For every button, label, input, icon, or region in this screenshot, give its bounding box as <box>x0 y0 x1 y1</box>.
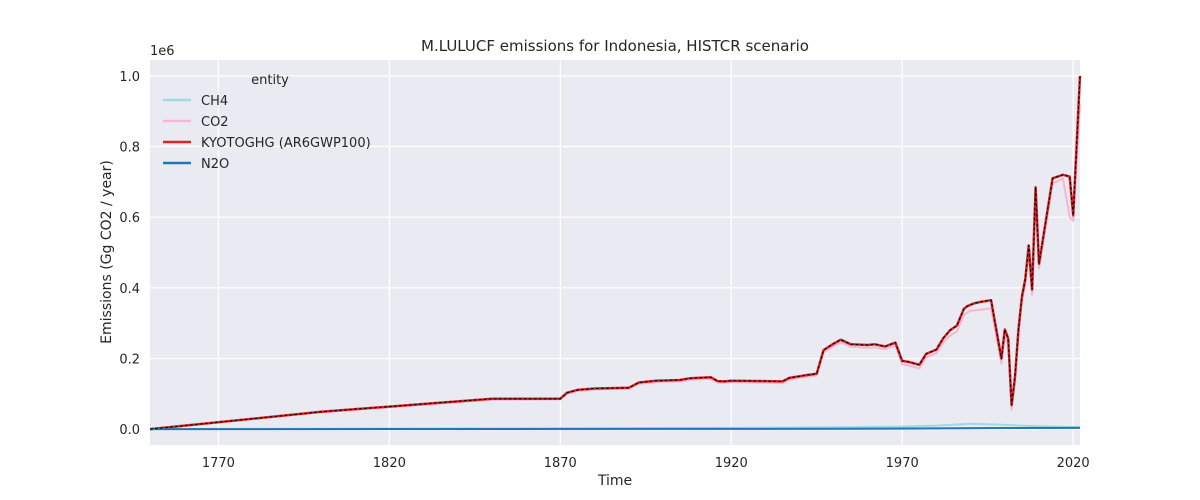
legend-label: N2O <box>201 157 229 172</box>
legend-title: entity <box>251 73 289 88</box>
legend-label: KYOTOGHG (AR6GWP100) <box>201 136 371 151</box>
plot-background <box>150 60 1080 445</box>
chart-title: M.LULUCF emissions for Indonesia, HISTCR… <box>421 37 809 55</box>
x-axis-label: Time <box>597 473 632 489</box>
y-tick-label: 0.2 <box>119 352 140 367</box>
x-tick-label: 1770 <box>202 456 235 471</box>
x-tick-label: 2020 <box>1057 456 1090 471</box>
y-tick-label: 0.0 <box>119 423 140 438</box>
y-axis-offset-text: 1e6 <box>150 44 175 59</box>
x-axis-ticks: 1770 1820 1870 1920 1970 2020 <box>202 456 1090 471</box>
y-tick-label: 0.6 <box>119 211 140 226</box>
legend: entity CH4 CO2 KYOTOGHG (AR6GWP100) N2O <box>163 73 371 172</box>
y-tick-label: 0.4 <box>119 282 140 297</box>
x-tick-label: 1970 <box>886 456 919 471</box>
y-axis-label: Emissions (Gg CO2 / year) <box>99 160 115 344</box>
legend-label: CO2 <box>201 115 229 130</box>
y-tick-label: 0.8 <box>119 141 140 156</box>
series-lines <box>149 75 1082 431</box>
x-tick-label: 1870 <box>544 456 577 471</box>
y-tick-label: 1.0 <box>119 70 140 85</box>
x-tick-label: 1920 <box>715 456 748 471</box>
y-axis-ticks: 0.0 0.2 0.4 0.6 0.8 1.0 <box>119 70 140 438</box>
legend-label: CH4 <box>201 94 228 109</box>
x-tick-label: 1820 <box>373 456 406 471</box>
series-line <box>149 426 1081 431</box>
series-line-dashed-overlay <box>149 75 1081 430</box>
